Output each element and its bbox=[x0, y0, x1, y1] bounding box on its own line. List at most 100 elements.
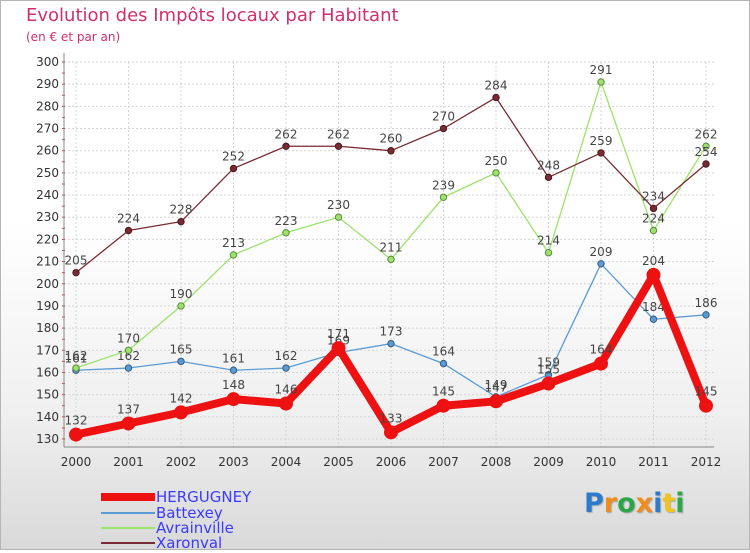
data-label-hergugney: 164 bbox=[590, 343, 613, 357]
data-label-xaronval: 228 bbox=[170, 203, 193, 217]
data-point-avrainville bbox=[702, 142, 710, 150]
data-point-xaronval bbox=[544, 173, 553, 182]
data-point-battexey bbox=[702, 311, 710, 319]
data-label-xaronval: 284 bbox=[485, 78, 508, 92]
data-label-xaronval: 270 bbox=[432, 110, 455, 124]
data-label-battexey: 186 bbox=[695, 296, 718, 310]
data-point-battexey bbox=[282, 364, 290, 372]
chart-title: Evolution des Impôts locaux par Habitant bbox=[26, 5, 399, 26]
data-label-avrainville: 291 bbox=[590, 63, 613, 77]
data-label-xaronval: 252 bbox=[222, 149, 245, 163]
data-label-xaronval: 259 bbox=[590, 134, 613, 148]
data-point-hergugney bbox=[69, 427, 83, 442]
data-point-hergugney bbox=[331, 341, 346, 356]
data-point-avrainville bbox=[124, 346, 133, 354]
data-label-hergugney: 155 bbox=[537, 363, 560, 377]
logo-letter: t bbox=[662, 488, 676, 519]
logo-letter: i bbox=[653, 488, 663, 519]
data-label-hergugney: 133 bbox=[380, 411, 403, 425]
y-tick-label: 130 bbox=[36, 432, 59, 446]
data-label-hergugney: 137 bbox=[117, 402, 140, 416]
data-point-hergugney bbox=[594, 356, 608, 371]
data-point-battexey bbox=[177, 357, 185, 366]
data-point-xaronval bbox=[334, 142, 343, 150]
data-point-xaronval bbox=[177, 217, 185, 226]
data-label-xaronval: 262 bbox=[327, 127, 350, 141]
data-label-battexey: 165 bbox=[170, 342, 193, 356]
data-point-xaronval bbox=[72, 268, 80, 277]
data-point-xaronval bbox=[597, 149, 605, 157]
y-tick-label: 230 bbox=[36, 210, 59, 224]
x-tick-label: 2007 bbox=[428, 455, 459, 469]
y-tick-label: 220 bbox=[36, 232, 59, 246]
chart-subtitle: (en € et par an) bbox=[26, 30, 121, 44]
data-point-avrainville bbox=[492, 169, 500, 177]
x-tick-label: 2008 bbox=[481, 455, 512, 469]
data-label-avrainville: 214 bbox=[537, 234, 560, 248]
x-tick-label: 2006 bbox=[376, 455, 407, 469]
data-label-avrainville: 250 bbox=[485, 154, 508, 168]
y-tick-label: 170 bbox=[36, 343, 59, 357]
data-point-hergugney bbox=[541, 376, 556, 391]
data-point-avrainville bbox=[597, 78, 605, 86]
y-tick-label: 180 bbox=[36, 321, 59, 335]
data-label-hergugney: 132 bbox=[65, 414, 88, 428]
data-point-avrainville bbox=[334, 213, 343, 221]
logo-letter: r bbox=[603, 488, 618, 519]
data-label-battexey: 161 bbox=[222, 351, 245, 365]
logo-letter: i bbox=[675, 488, 685, 519]
data-label-battexey: 173 bbox=[380, 325, 403, 339]
data-point-hergugney bbox=[174, 405, 188, 420]
data-label-xaronval: 254 bbox=[695, 145, 718, 159]
data-point-hergugney bbox=[121, 416, 136, 431]
legend-label: HERGUGNEY bbox=[156, 488, 252, 506]
data-label-avrainville: 211 bbox=[380, 240, 403, 254]
x-tick-label: 2011 bbox=[638, 455, 669, 469]
data-point-battexey bbox=[649, 315, 658, 323]
data-point-hergugney bbox=[384, 425, 398, 440]
y-tick-label: 300 bbox=[36, 55, 59, 69]
data-point-xaronval bbox=[649, 204, 658, 213]
data-point-avrainville bbox=[387, 255, 395, 264]
y-tick-label: 260 bbox=[36, 144, 59, 158]
x-tick-label: 2001 bbox=[113, 455, 144, 469]
data-point-battexey bbox=[124, 364, 133, 372]
x-tick-label: 2010 bbox=[586, 455, 617, 469]
y-tick-label: 270 bbox=[36, 122, 59, 136]
legend-swatch bbox=[101, 527, 155, 529]
data-label-hergugney: 171 bbox=[327, 327, 350, 341]
legend-swatch bbox=[101, 512, 155, 514]
data-label-hergugney: 146 bbox=[275, 383, 298, 397]
logo-letter: P bbox=[584, 488, 604, 519]
data-label-battexey: 162 bbox=[275, 349, 298, 363]
data-point-avrainville bbox=[229, 251, 238, 259]
data-label-xaronval: 205 bbox=[65, 254, 88, 268]
legend-label: Battexey bbox=[156, 504, 223, 522]
data-label-battexey: 161 bbox=[65, 351, 88, 365]
data-label-battexey: 149 bbox=[485, 378, 508, 392]
data-label-hergugney: 147 bbox=[485, 380, 508, 394]
data-point-hergugney bbox=[646, 267, 661, 282]
data-label-hergugney: 145 bbox=[432, 385, 455, 399]
y-tick-label: 290 bbox=[36, 77, 59, 91]
y-tick-label: 140 bbox=[36, 410, 59, 424]
data-label-xaronval: 248 bbox=[537, 158, 560, 172]
logo-letter: o bbox=[617, 488, 636, 519]
data-label-xaronval: 262 bbox=[275, 127, 298, 141]
data-point-xaronval bbox=[229, 164, 238, 173]
x-tick-label: 2004 bbox=[271, 455, 302, 469]
data-point-battexey bbox=[439, 359, 448, 368]
data-label-xaronval: 260 bbox=[380, 132, 403, 146]
data-point-avrainville bbox=[439, 193, 448, 201]
proxiti-logo: Proxiti bbox=[584, 488, 685, 519]
data-point-xaronval bbox=[492, 93, 500, 102]
data-point-battexey bbox=[387, 339, 395, 348]
data-label-avrainville: 230 bbox=[327, 198, 350, 212]
data-point-xaronval bbox=[282, 142, 290, 150]
data-point-xaronval bbox=[702, 160, 710, 168]
y-tick-label: 150 bbox=[36, 388, 59, 402]
data-label-avrainville: 170 bbox=[117, 331, 140, 345]
y-tick-label: 160 bbox=[36, 365, 59, 379]
